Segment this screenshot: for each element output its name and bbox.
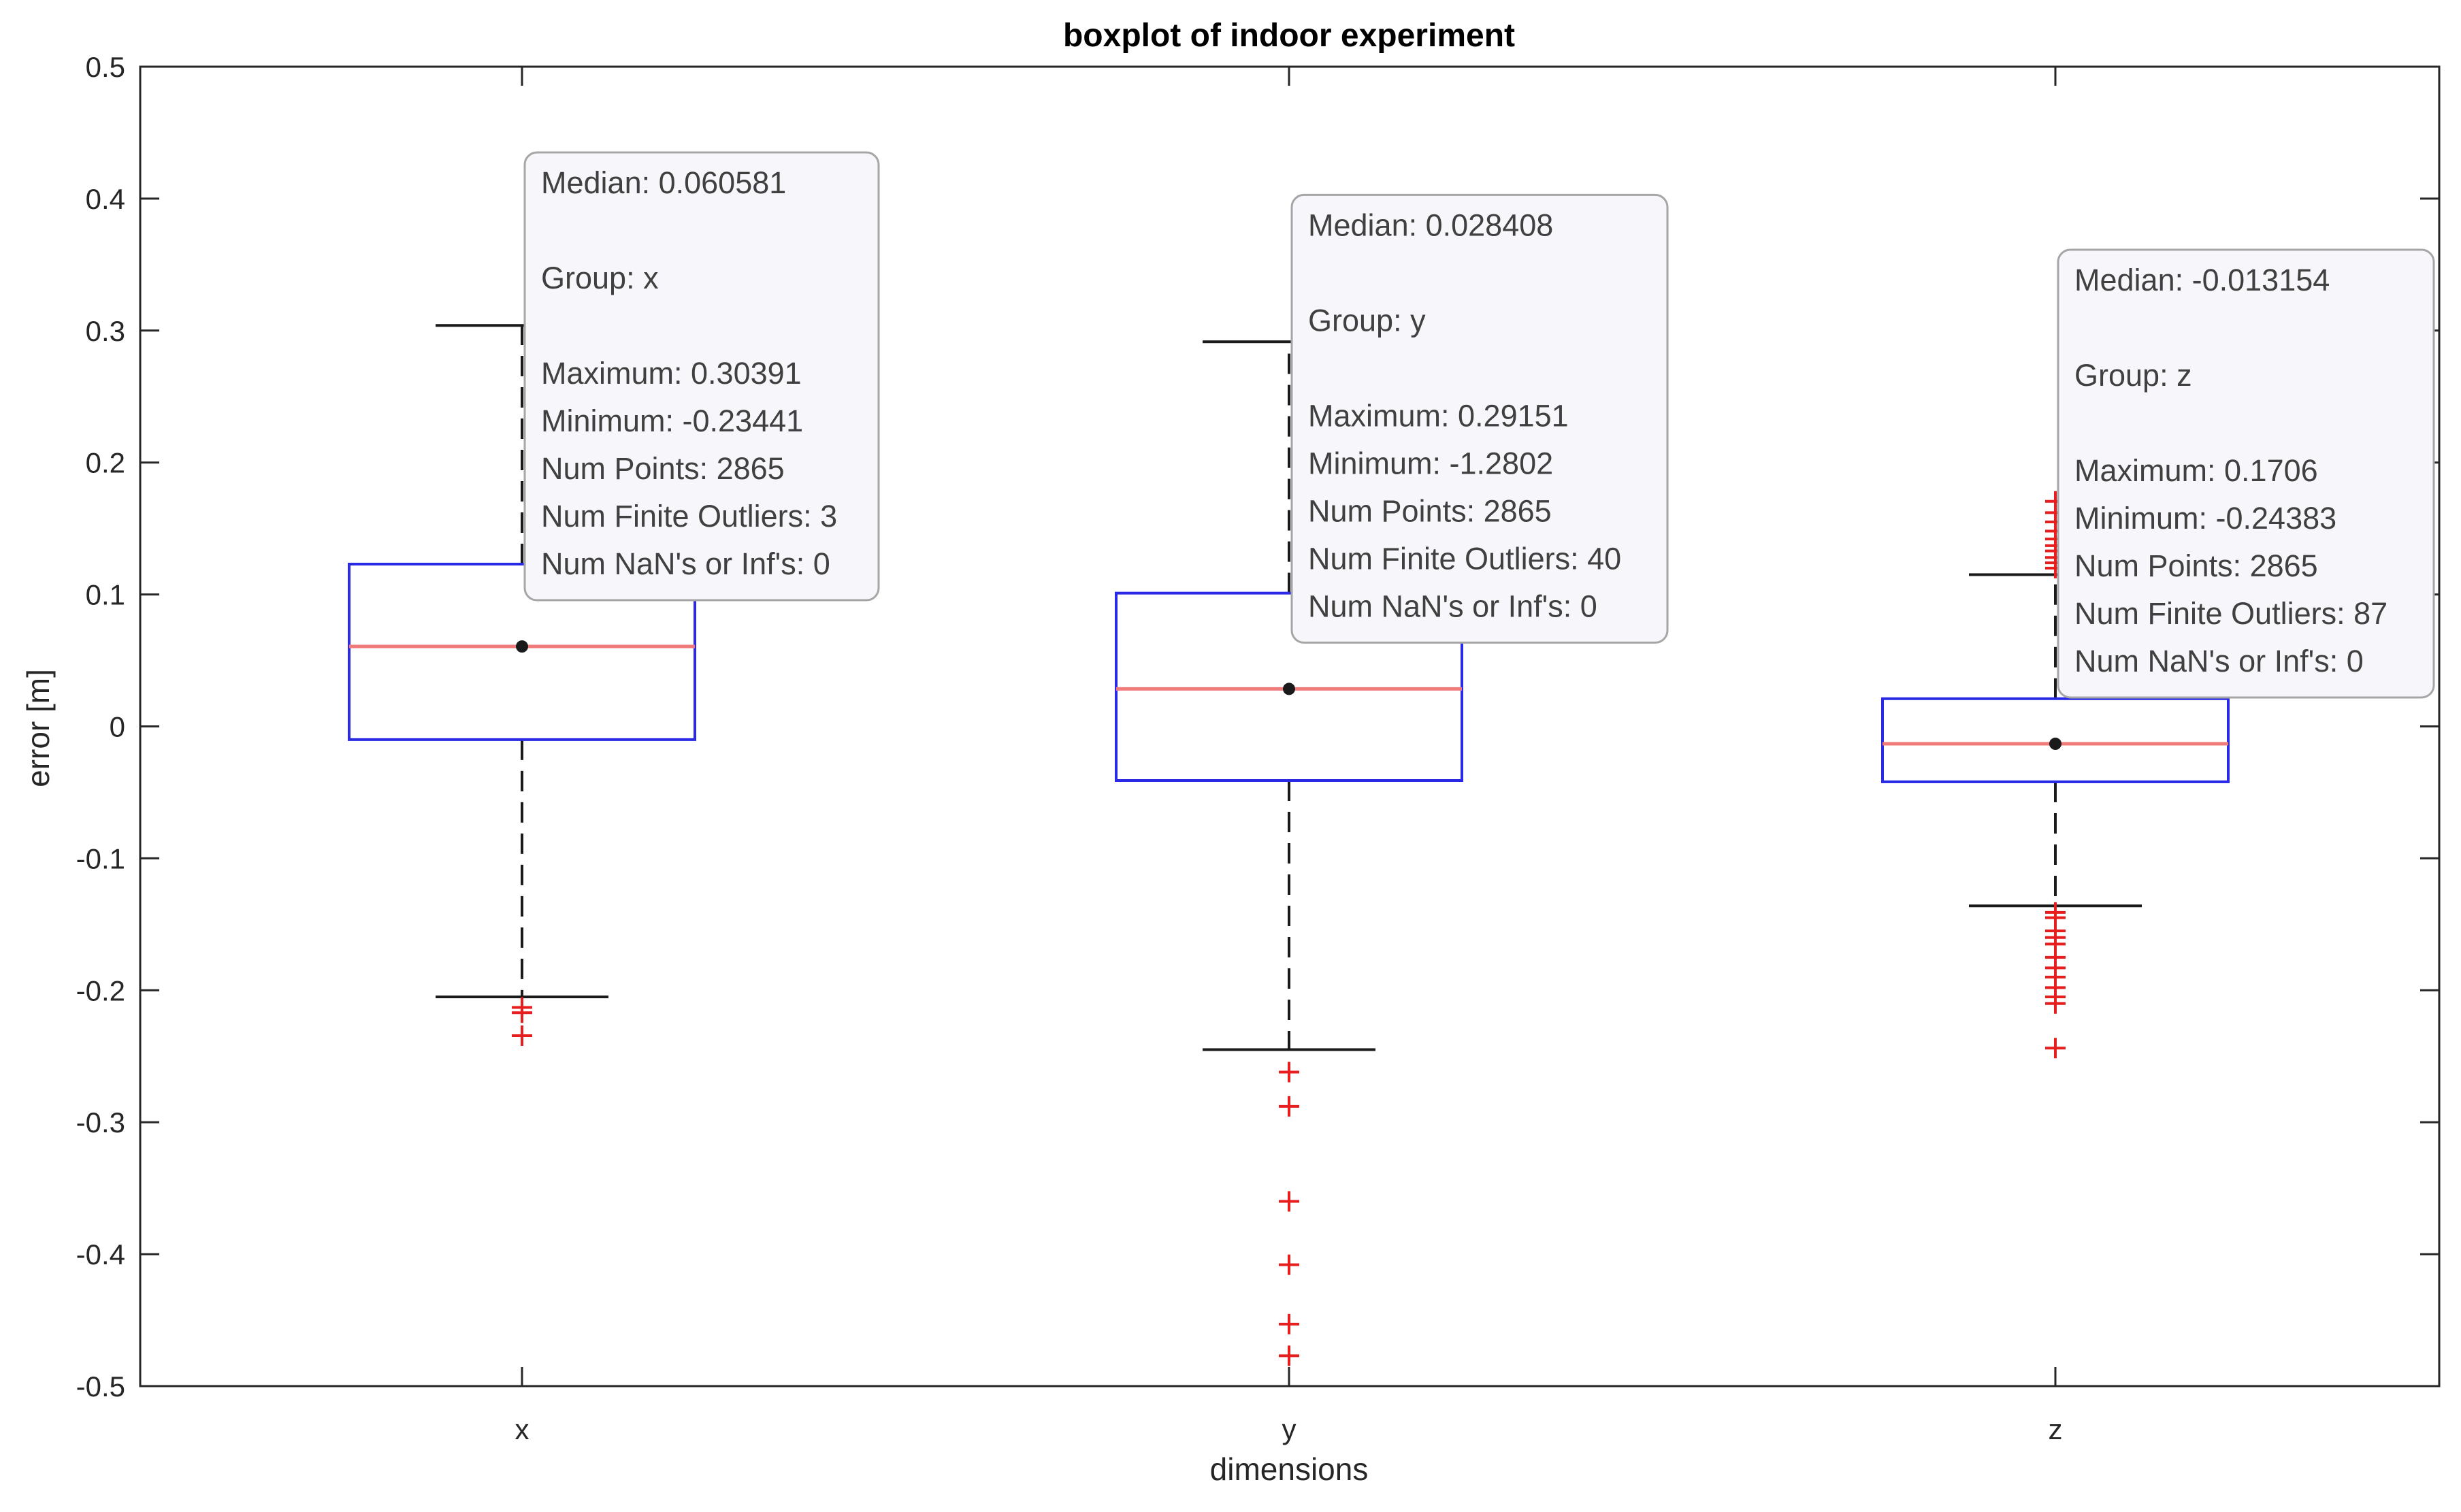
box-y [1115,591,1463,782]
datatip-line: Maximum: 0.30391 [541,356,802,391]
datatip-line: Minimum: -0.24383 [2074,501,2336,536]
datatip-x [523,151,880,602]
datatip-z [2057,248,2435,699]
outlier-point-y [1279,1254,1299,1275]
outlier-point-y [1279,1096,1299,1117]
datatip-y [1290,193,1669,644]
datatip-marker-y [1283,683,1295,695]
outlier-point-y [1279,1062,1299,1083]
outlier-point-z [2045,1038,2066,1059]
datatip-line: Num NaN's or Inf's: 0 [1308,589,1597,623]
datatip-line: Num Finite Outliers: 87 [2074,596,2387,631]
plot-area: 0.5 0.4 0.3 0.2 0.1 0 -0.1 -0.2 -0.3 -0.4 -0.5 x y z M… [76,51,2441,1445]
datatip-line: Minimum: -0.23441 [541,404,803,438]
datatip-line: Num Points: 2865 [541,451,785,486]
outlier-point-y [1279,1345,1299,1366]
y-tick-label: 0.1 [86,579,125,611]
datatip-line: Num Finite Outliers: 40 [1308,541,1621,576]
outlier-point-y [1279,1191,1299,1212]
y-tick-label: -0.4 [76,1238,125,1270]
y-tick-label: -0.5 [76,1370,125,1402]
x-tick-label: z [2049,1413,2063,1445]
y-tick-label: 0.5 [86,51,125,83]
datatip-marker-z [2049,738,2061,751]
datatip-line: Median: 0.060581 [541,165,786,200]
y-tick-label: 0.2 [86,447,125,479]
outlier-point-x [512,1002,532,1023]
datatip-line: Minimum: -1.2802 [1308,446,1553,480]
y-tick-label: -0.3 [76,1106,125,1138]
datatip-line: Num Points: 2865 [2074,548,2318,583]
y-tick-label: -0.2 [76,974,125,1006]
x-tick-label: x [515,1413,529,1445]
y-axis-title: error [m] [20,669,56,787]
y-tick-label: -0.1 [76,842,125,874]
datatip-line: Maximum: 0.29151 [1308,398,1569,433]
y-tick-label: 0.3 [86,315,125,347]
datatip-line: Median: 0.028408 [1308,208,1553,242]
datatip-line: Maximum: 0.1706 [2074,453,2318,488]
outlier-point-y [1279,1313,1299,1334]
datatip-line: Group: z [2074,358,2192,393]
datatip-marker-x [516,640,528,653]
box-z [1881,697,2230,783]
outlier-point-z [2045,993,2066,1014]
datatip-line: Num NaN's or Inf's: 0 [2074,644,2364,678]
box-x [348,563,696,741]
y-tick-label: 0.4 [86,183,125,215]
datatip-line: Num Finite Outliers: 3 [541,499,837,533]
datatip-line: Group: x [541,261,659,295]
datatip-line: Num NaN's or Inf's: 0 [541,546,830,581]
x-axis-title: dimensions [1210,1451,1369,1487]
outlier-point-x [512,1025,532,1047]
chart-title: boxplot of indoor experiment [1063,18,1515,54]
datatip-line: Num Points: 2865 [1308,493,1552,528]
datatip-line: Group: y [1308,303,1426,338]
x-tick-label: y [1282,1413,1297,1445]
datatip-line: Median: -0.013154 [2074,263,2330,297]
y-tick-label: 0 [110,711,125,743]
